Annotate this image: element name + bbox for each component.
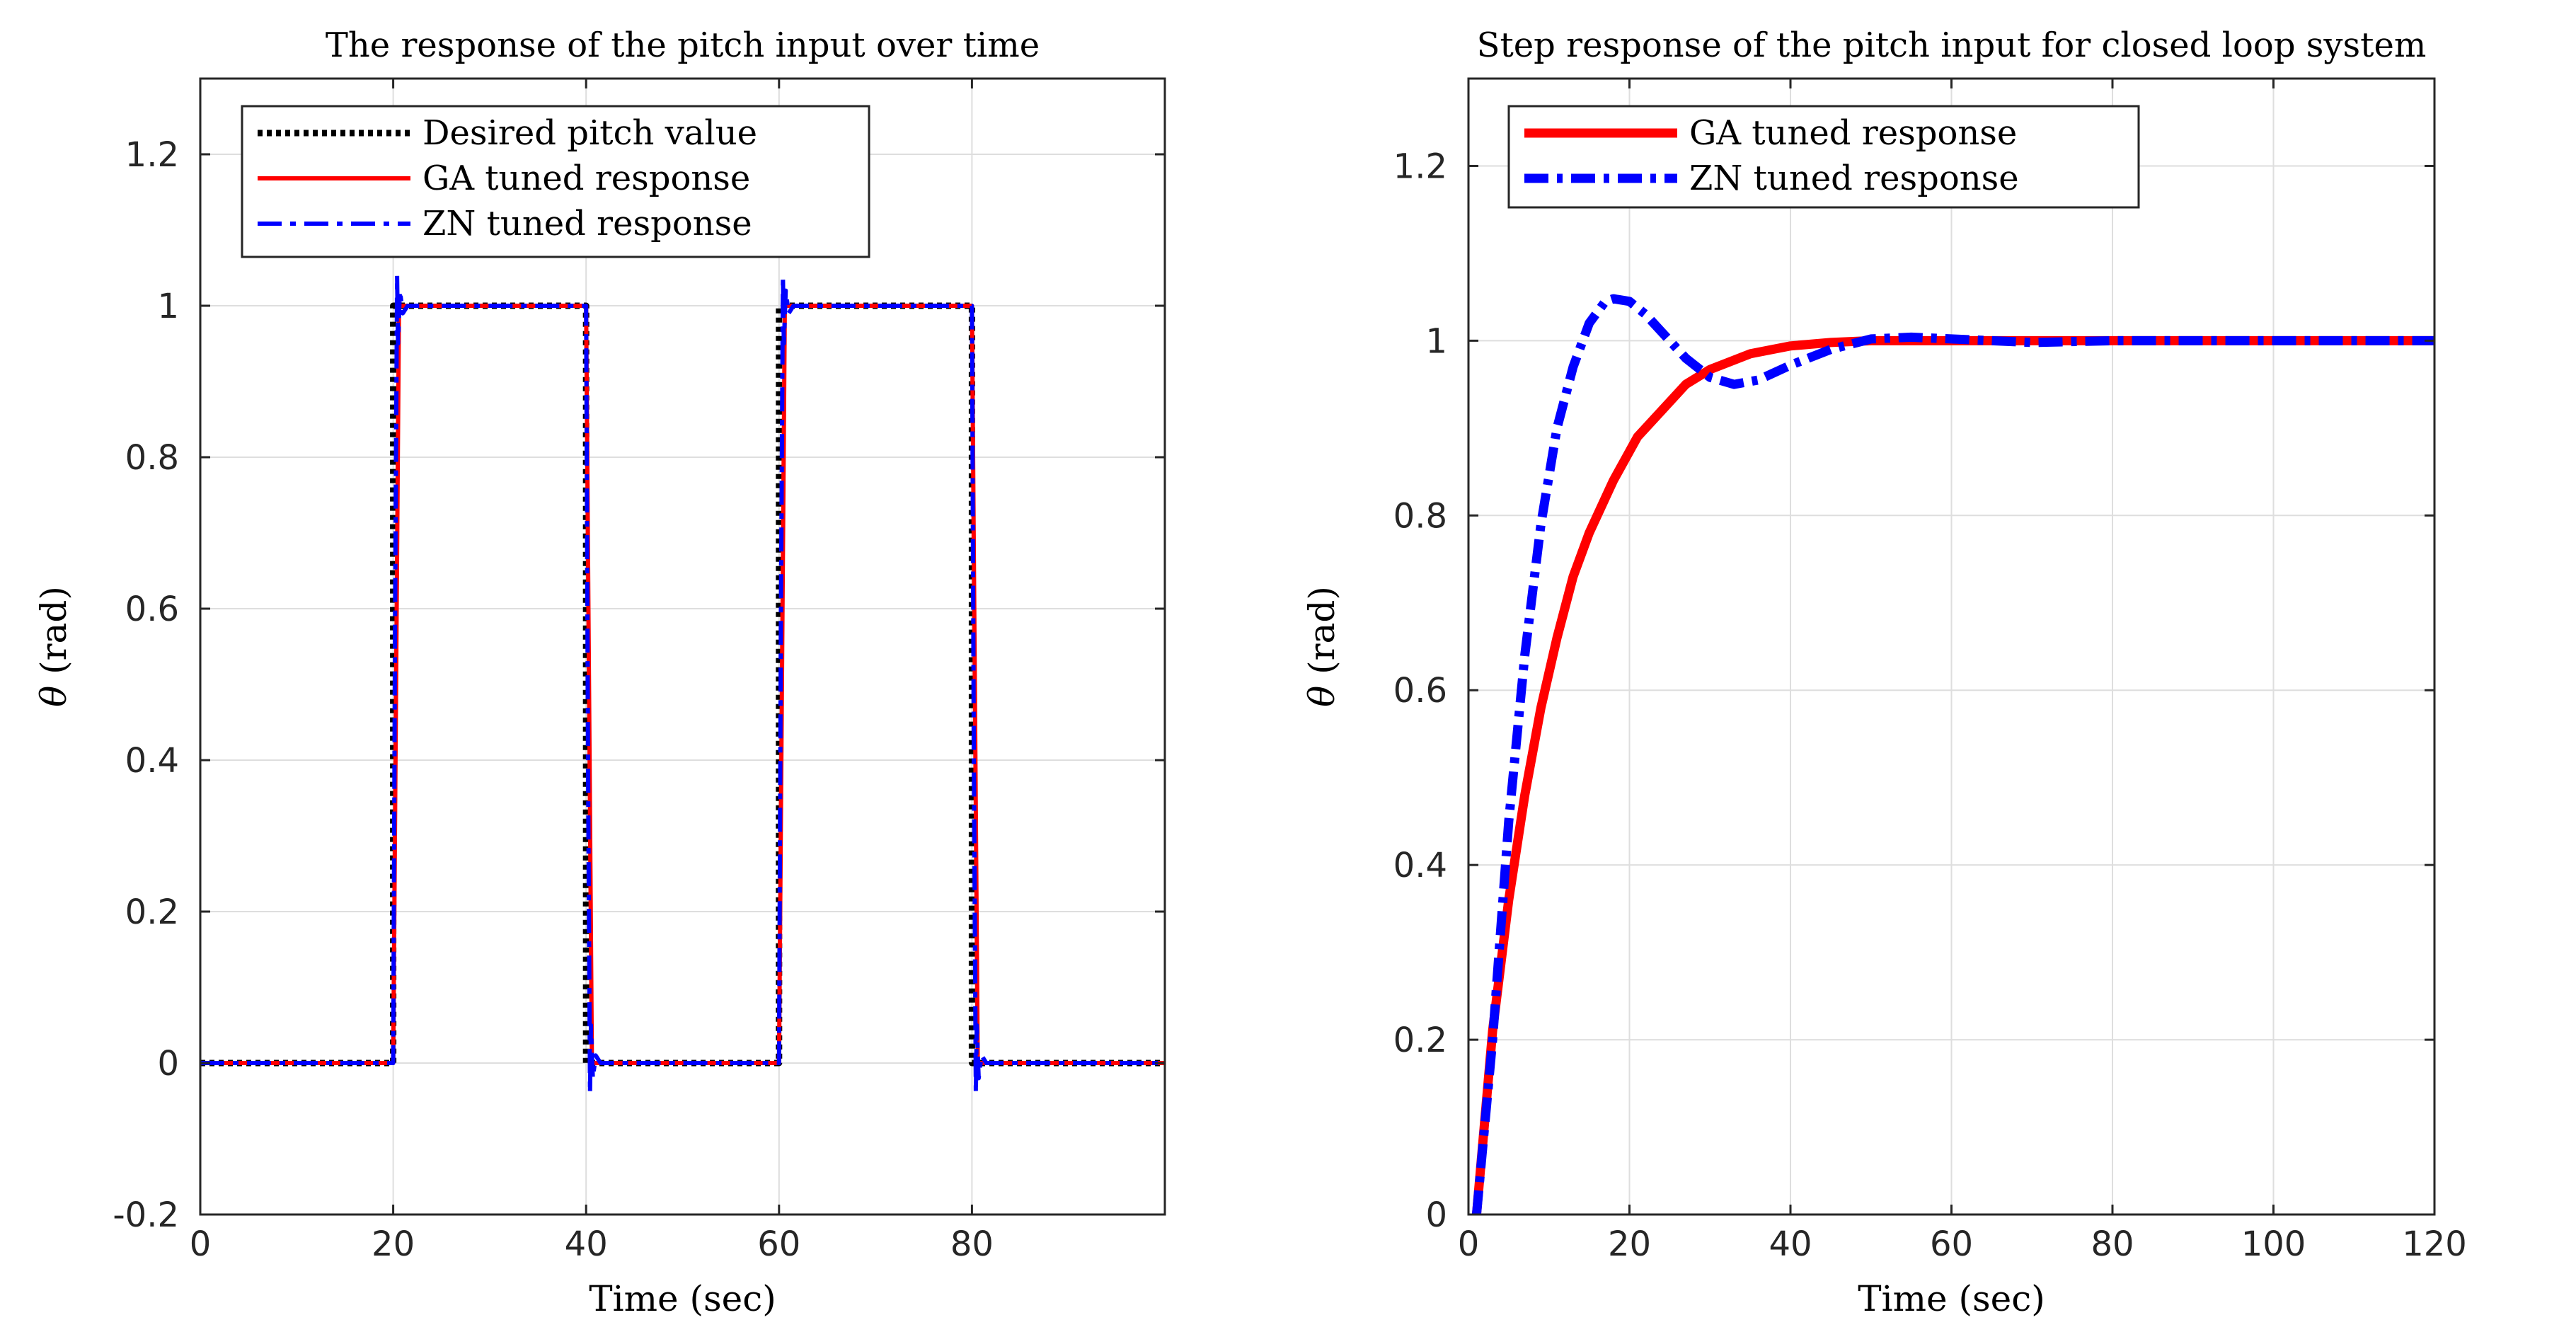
y-axis-label: θ (rad) [1301,586,1342,707]
y-tick-label: 1 [1425,321,1447,361]
y-tick-label: 0.2 [1393,1021,1447,1060]
x-tick-label: 60 [1930,1224,1973,1264]
series-line-desired-pitch-value [200,302,1165,1067]
y-tick-label: 0.4 [125,741,179,781]
legend-label: ZN tuned response [1689,159,2019,198]
x-axis-label: Time (sec) [1858,1278,2045,1319]
legend-label: GA tuned response [1689,113,2017,153]
legend-label: Desired pitch value [422,113,757,153]
axes-box [199,77,1166,1216]
x-tick-label: 120 [2402,1224,2467,1264]
x-tick-label: 80 [2091,1224,2134,1264]
y-tick-label: 1.2 [1393,147,1447,186]
chart-title: The response of the pitch input over tim… [326,25,1040,65]
legend-box [241,105,870,258]
y-tick-label: -0.2 [113,1195,179,1235]
chart-title: Step response of the pitch input for clo… [1477,25,2427,65]
legend: Desired pitch value GA tuned response ZN t… [241,105,870,258]
legend-label: ZN tuned response [422,204,752,243]
legend-label: GA tuned response [422,159,750,198]
x-tick-label: 0 [1458,1224,1480,1264]
x-tick-label: 20 [1608,1224,1651,1264]
y-tick-label: 0 [1425,1195,1447,1235]
legend-box [1507,105,2140,209]
x-tick-label: 0 [190,1224,212,1264]
x-tick-label: 80 [950,1224,994,1264]
y-tick-label: 0.4 [1393,846,1447,885]
y-tick-label: 0.6 [1393,671,1447,711]
x-axis-label: Time (sec) [589,1278,776,1319]
series-line-zn-tuned-response [200,273,1165,1096]
y-tick-label: 0 [157,1044,179,1084]
chart-1: 0 20 40 60 80 -0.2 0 0.2 0.4 0.6 0.8 1 1.2 The respon… [33,25,1166,1319]
y-tick-label: 1.2 [125,135,179,175]
x-tick-label: 60 [757,1224,800,1264]
chart-2: 0 20 40 60 80 100 120 0 0.2 0.4 0.6 0.8 1 1.2 Step res… [1301,25,2467,1319]
y-axis-symbol: θ [1301,686,1342,707]
series-line-ga-tuned-response [1471,335,2434,1215]
x-tick-label: 40 [565,1224,608,1264]
y-axis-unit: (rad) [33,586,74,686]
legend: GA tuned response ZN tuned response [1507,105,2140,209]
y-tick-label: 0.8 [1393,496,1447,536]
y-axis-label: θ (rad) [33,586,74,707]
y-tick-label: 0.2 [125,892,179,932]
x-tick-label: 100 [2241,1224,2306,1264]
y-tick-label: 0.8 [125,438,179,478]
x-tick-label: 40 [1769,1224,1812,1264]
series-line-ga-tuned-response [200,304,1165,1065]
y-axis-symbol: θ [33,686,74,707]
series-line-zn-tuned-response [1471,294,2434,1215]
y-tick-label: 0.6 [125,590,179,629]
x-tick-label: 20 [372,1224,415,1264]
y-axis-unit: (rad) [1301,586,1342,686]
y-tick-label: 1 [157,287,179,326]
